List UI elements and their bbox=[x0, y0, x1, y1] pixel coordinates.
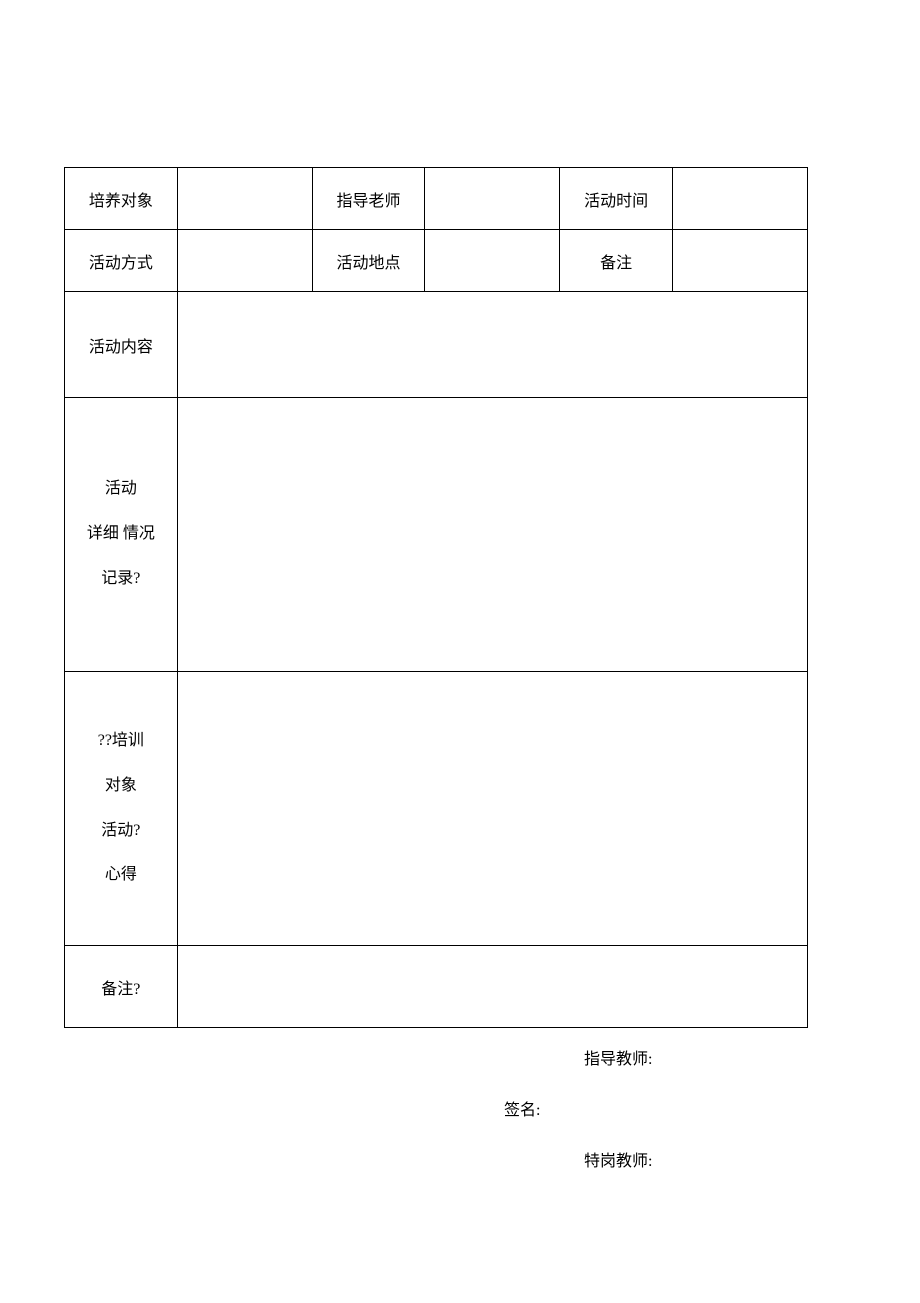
label-cell-training-reflection: ??培训 对象 活动? 心得 bbox=[65, 672, 178, 946]
label-line: 对象 bbox=[69, 764, 173, 809]
value-cell-activity-content bbox=[177, 292, 807, 398]
value-cell-activity-detail bbox=[177, 398, 807, 672]
label-line: 活动? bbox=[69, 809, 173, 854]
label-cell-trainee: 培养对象 bbox=[65, 168, 178, 230]
table-row: 备注? bbox=[65, 946, 808, 1028]
value-cell-activity-time bbox=[672, 168, 807, 230]
label-cell-activity-detail: 活动 详细 情况 记录? bbox=[65, 398, 178, 672]
signature-label: 签名: bbox=[64, 1085, 808, 1136]
label-cell-instructor: 指导老师 bbox=[312, 168, 425, 230]
value-cell-remark2 bbox=[177, 946, 807, 1028]
label-line: ??培训 bbox=[69, 719, 173, 764]
signature-area: 指导教师: 签名: 特岗教师: bbox=[64, 1034, 808, 1188]
label-line: 活动 bbox=[69, 467, 173, 512]
value-cell-trainee bbox=[177, 168, 312, 230]
label-line: 详细 情况 bbox=[69, 512, 173, 557]
label-cell-activity-mode: 活动方式 bbox=[65, 230, 178, 292]
value-cell-instructor bbox=[425, 168, 560, 230]
label-cell-activity-content: 活动内容 bbox=[65, 292, 178, 398]
table-row: 活动方式 活动地点 备注 bbox=[65, 230, 808, 292]
form-table-container: 培养对象 指导老师 活动时间 活动方式 活动地点 备注 活动内容 活动 详细 情… bbox=[64, 167, 808, 1028]
label-cell-remark2: 备注? bbox=[65, 946, 178, 1028]
table-row: 活动内容 bbox=[65, 292, 808, 398]
signature-special-teacher-label: 特岗教师: bbox=[64, 1136, 808, 1187]
label-cell-activity-location: 活动地点 bbox=[312, 230, 425, 292]
signature-instructor-label: 指导教师: bbox=[64, 1034, 808, 1085]
table-row: ??培训 对象 活动? 心得 bbox=[65, 672, 808, 946]
value-cell-training-reflection bbox=[177, 672, 807, 946]
label-cell-remark1: 备注 bbox=[560, 230, 673, 292]
value-cell-remark1 bbox=[672, 230, 807, 292]
table-row: 培养对象 指导老师 活动时间 bbox=[65, 168, 808, 230]
table-row: 活动 详细 情况 记录? bbox=[65, 398, 808, 672]
form-table: 培养对象 指导老师 活动时间 活动方式 活动地点 备注 活动内容 活动 详细 情… bbox=[64, 167, 808, 1028]
value-cell-activity-mode bbox=[177, 230, 312, 292]
label-line: 记录? bbox=[69, 557, 173, 602]
label-line: 心得 bbox=[69, 853, 173, 898]
value-cell-activity-location bbox=[425, 230, 560, 292]
label-cell-activity-time: 活动时间 bbox=[560, 168, 673, 230]
